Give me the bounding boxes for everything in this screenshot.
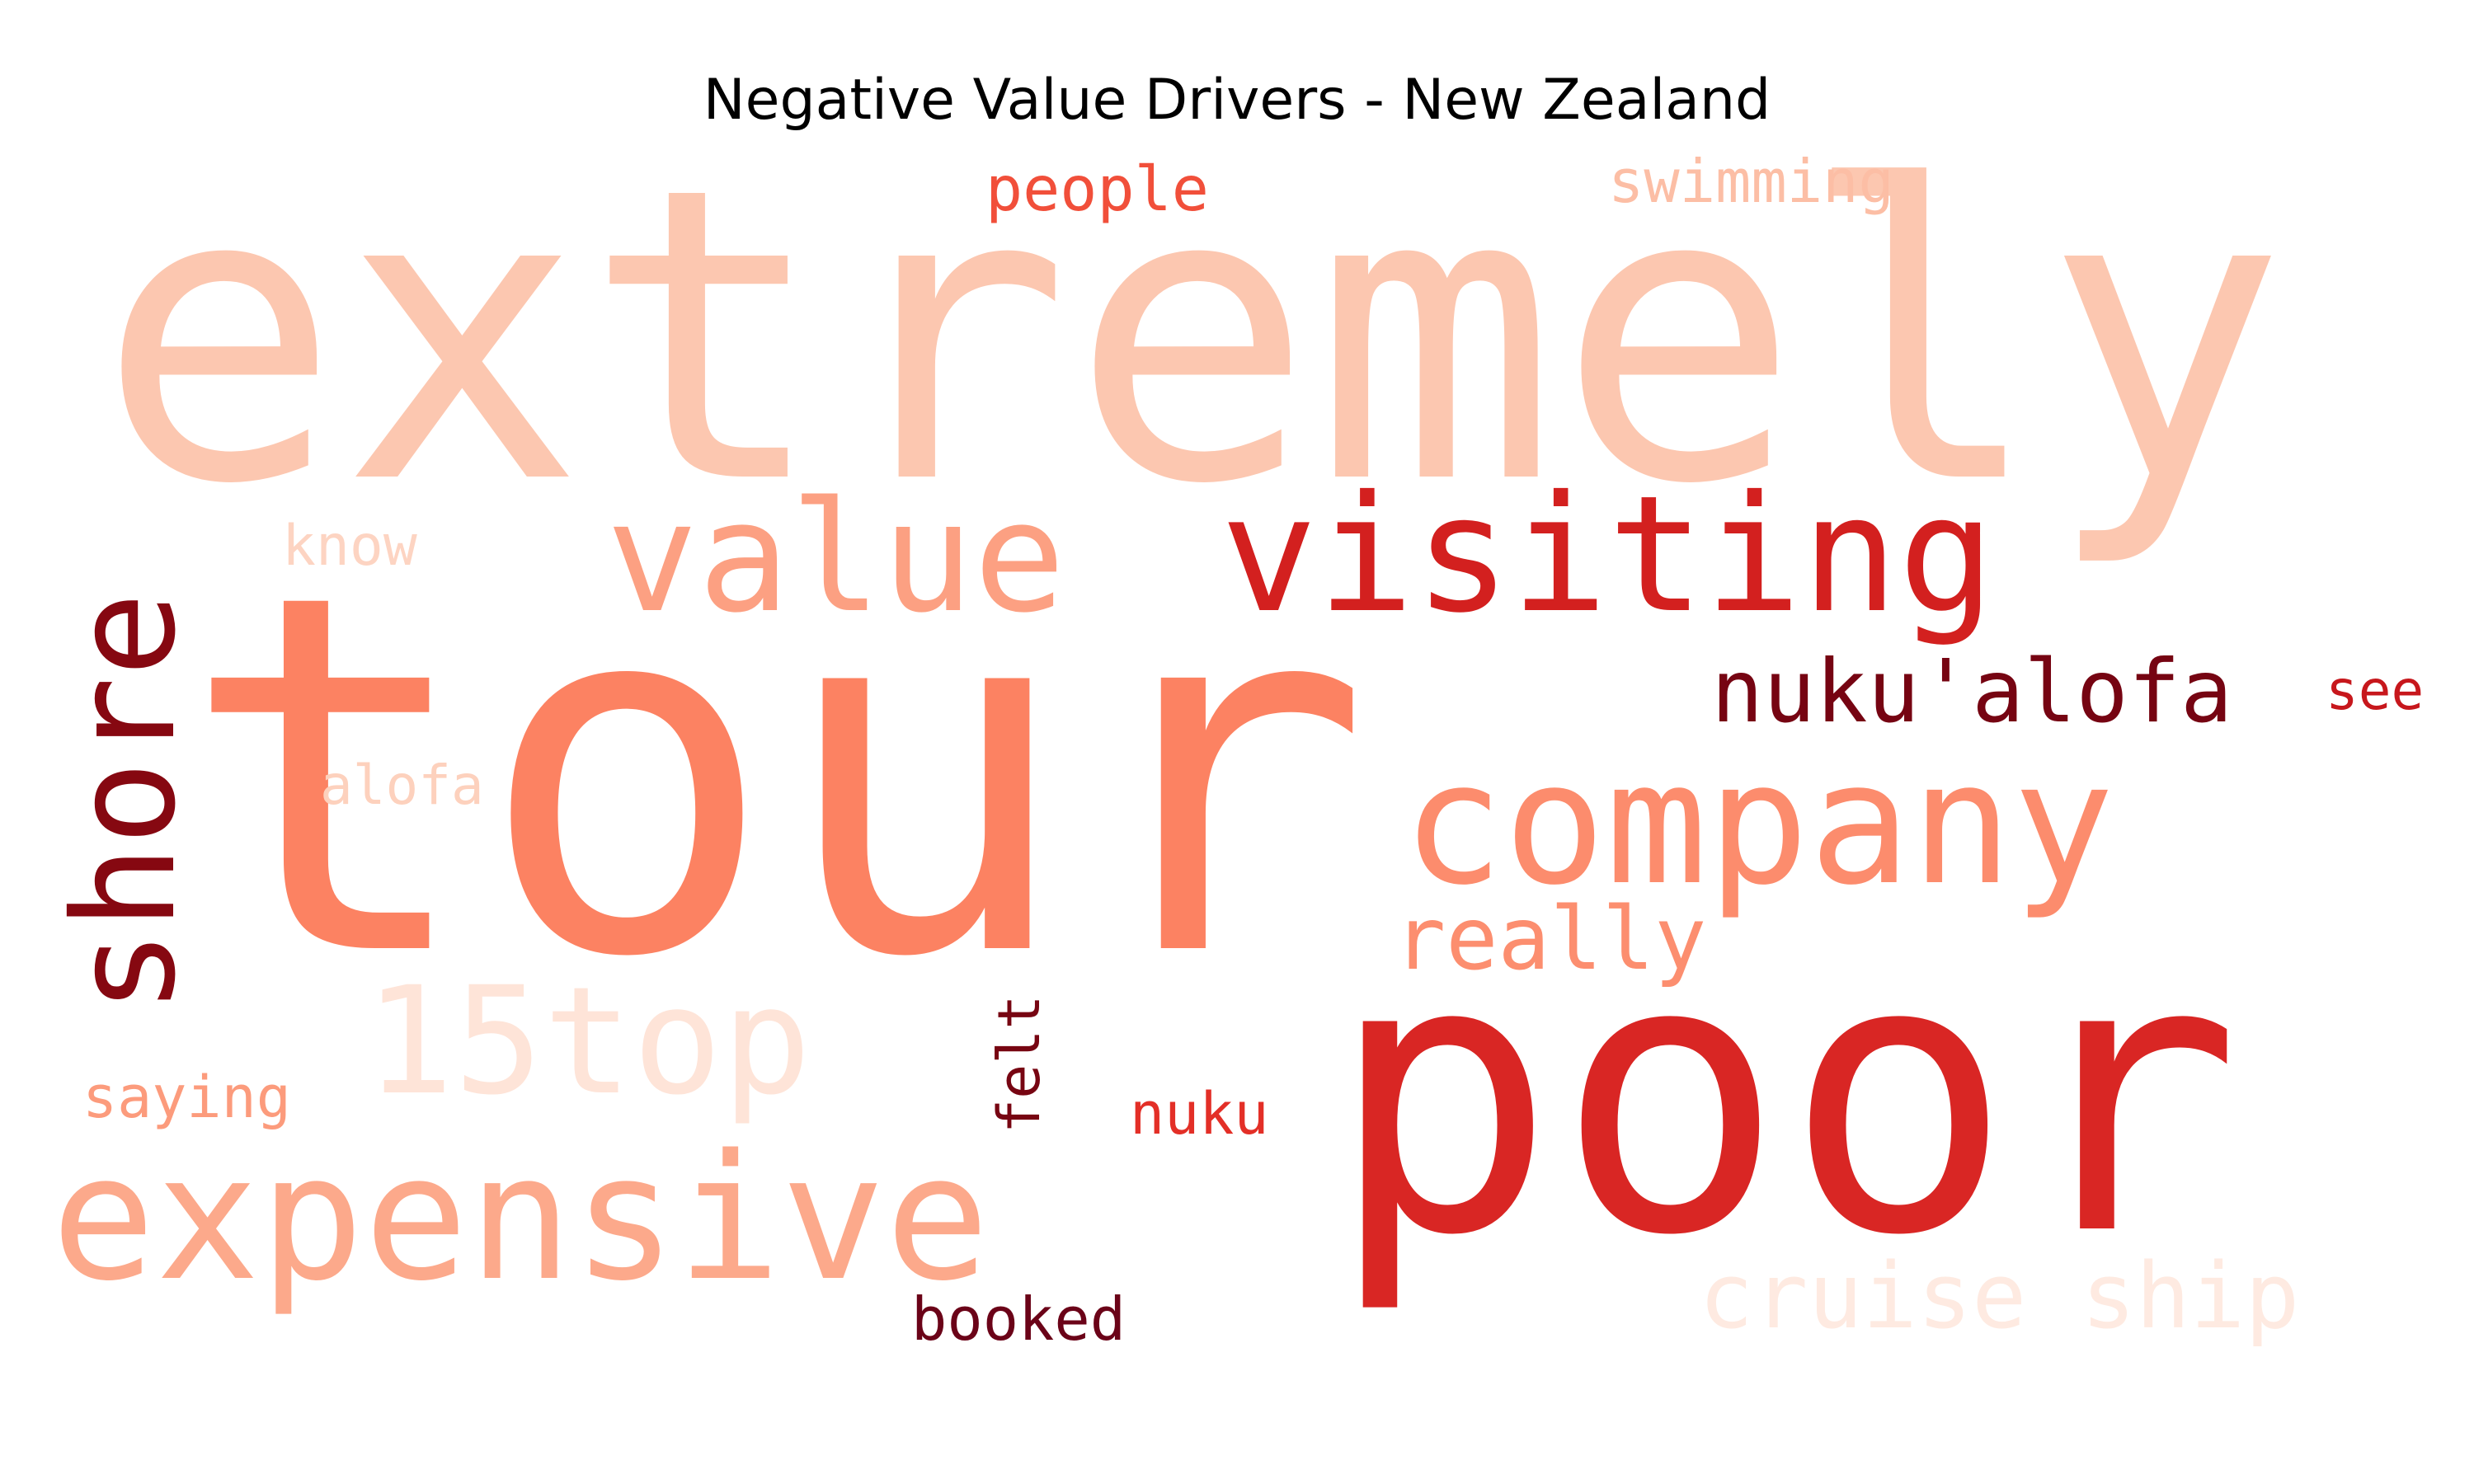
word-people: people — [985, 153, 1209, 225]
word-tour: tour — [180, 489, 1371, 1065]
word-visiting: visiting — [1221, 461, 1995, 648]
word-booked: booked — [911, 1284, 1126, 1354]
word-nuku-alofa: nuku'alofa — [1711, 641, 2232, 742]
word-nuku: nuku — [1130, 1080, 1269, 1148]
word-shore: shore — [44, 592, 207, 1014]
word-know: know — [282, 514, 417, 579]
word-cruise-ship: cruise ship — [1699, 1243, 2299, 1349]
word-expensive: expensive — [51, 1117, 990, 1319]
word-company: company — [1402, 726, 2114, 923]
word-alofa: alofa — [320, 754, 484, 817]
word-15top: 15top — [365, 956, 811, 1128]
word-see: see — [2326, 659, 2424, 722]
word-really: really — [1394, 889, 1706, 989]
word-felt: felt — [985, 994, 1053, 1134]
word-poor: poor — [1328, 877, 2241, 1318]
word-extremely: extremely — [97, 101, 2287, 572]
chart-title: Negative Value Drivers - New Zealand — [703, 68, 1771, 133]
word-saying: saying — [82, 1064, 291, 1131]
word-value: value — [606, 468, 1065, 646]
word-swimming: swimming — [1608, 147, 1894, 216]
